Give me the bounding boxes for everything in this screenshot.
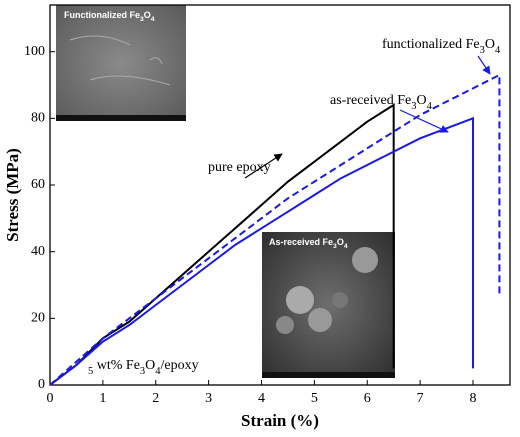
x-tick-label: 1 bbox=[99, 391, 106, 406]
x-tick-label: 4 bbox=[258, 391, 265, 406]
inset-functionalized bbox=[56, 5, 186, 121]
arrow bbox=[477, 55, 491, 75]
series-line bbox=[49, 73, 501, 386]
y-tick-label: 60 bbox=[31, 177, 45, 192]
y-axis-label: Stress (MPa) bbox=[3, 148, 22, 242]
y-tick-label: 40 bbox=[31, 244, 45, 259]
series-annotation: as-received Fe3O4 bbox=[330, 93, 433, 112]
plot-frame bbox=[49, 4, 511, 386]
x-tick-label: 8 bbox=[469, 391, 476, 406]
arrow bbox=[399, 109, 449, 133]
arrow bbox=[244, 153, 283, 179]
inset-label: As-received Fe3O4 bbox=[269, 237, 348, 250]
series-line bbox=[49, 116, 474, 386]
annotation: 5 wt% Fe3O4/epoxy bbox=[88, 358, 199, 377]
x-tick-label: 5 bbox=[311, 391, 318, 406]
series-annotation: functionalized Fe3O4 bbox=[382, 37, 501, 56]
x-axis-label: Strain (%) bbox=[241, 411, 319, 430]
x-tick-label: 0 bbox=[47, 391, 54, 406]
y-tick-label: 80 bbox=[31, 111, 45, 126]
inset-as-received bbox=[262, 232, 395, 378]
inset-label: Functionalized Fe3O4 bbox=[64, 10, 155, 23]
x-tick-label: 6 bbox=[364, 391, 371, 406]
y-tick-label: 20 bbox=[31, 311, 45, 326]
x-tick-label: 2 bbox=[152, 391, 159, 406]
x-tick-label: 7 bbox=[417, 391, 424, 406]
y-tick-label: 0 bbox=[38, 377, 45, 392]
x-tick-label: 3 bbox=[205, 391, 212, 406]
y-tick-label: 100 bbox=[24, 44, 45, 59]
